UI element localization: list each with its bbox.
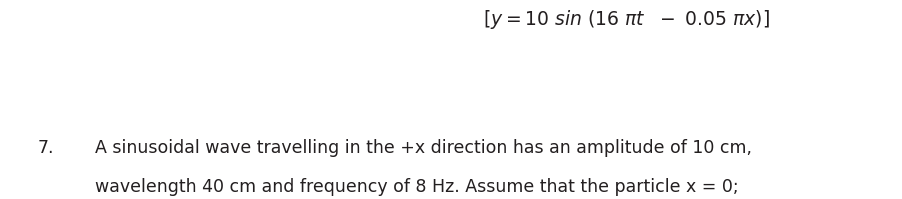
Text: wavelength 40 cm and frequency of 8 Hz. Assume that the particle x = 0;: wavelength 40 cm and frequency of 8 Hz. … [95, 178, 739, 196]
Text: A sinusoidal wave travelling in the +x direction has an amplitude of 10 cm,: A sinusoidal wave travelling in the +x d… [95, 139, 751, 157]
Text: $[y = 10\ \mathit{sin}\ (16\ \pi t\ \ -\ 0.05\ \pi x)]$: $[y = 10\ \mathit{sin}\ (16\ \pi t\ \ -\… [483, 8, 769, 31]
Text: 7.: 7. [38, 139, 54, 157]
